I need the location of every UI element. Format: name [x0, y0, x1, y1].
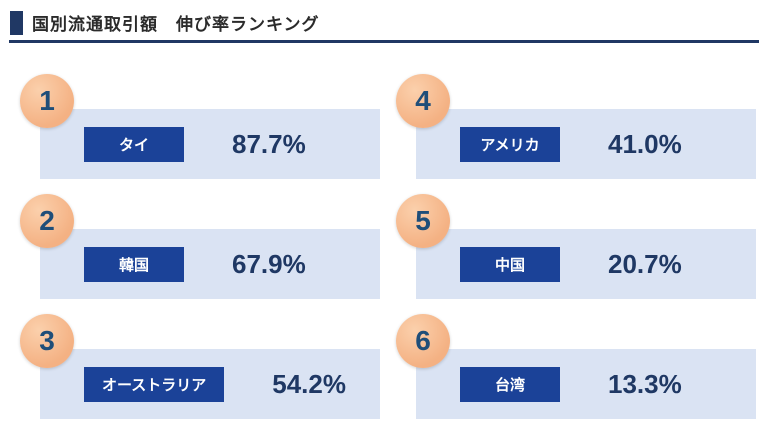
rank-badge: 3 — [20, 314, 74, 368]
rank-badge: 2 — [20, 194, 74, 248]
title-accent-bar — [10, 10, 23, 35]
title-bar: 国別流通取引額 伸び率ランキング — [0, 0, 768, 35]
growth-rate-value: 20.7% — [608, 248, 682, 279]
growth-rate-value: 54.2% — [272, 368, 346, 399]
ranking-card: 6 台湾 13.3% — [396, 314, 756, 419]
ranking-card: 3 オーストラリア 54.2% — [20, 314, 380, 419]
country-label: 台湾 — [460, 366, 560, 402]
ranking-card: 5 中国 20.7% — [396, 194, 756, 299]
page-title: 国別流通取引額 伸び率ランキング — [32, 15, 320, 34]
ranking-grid: 1 タイ 87.7% 4 アメリカ 41.0% 2 韓国 67.9% 5 中国 … — [20, 74, 756, 419]
country-label: 韓国 — [84, 246, 184, 282]
growth-rate-value: 87.7% — [232, 128, 306, 159]
title-divider — [9, 40, 759, 43]
rank-badge: 4 — [396, 74, 450, 128]
rank-badge: 5 — [396, 194, 450, 248]
growth-rate-value: 13.3% — [608, 368, 682, 399]
country-label: オーストラリア — [84, 366, 225, 402]
rank-badge: 6 — [396, 314, 450, 368]
country-label: アメリカ — [460, 126, 560, 162]
growth-rate-value: 41.0% — [608, 128, 682, 159]
rank-badge: 1 — [20, 74, 74, 128]
country-label: タイ — [84, 126, 184, 162]
country-label: 中国 — [460, 246, 560, 282]
growth-rate-value: 67.9% — [232, 248, 306, 279]
ranking-card: 2 韓国 67.9% — [20, 194, 380, 299]
ranking-card: 4 アメリカ 41.0% — [396, 74, 756, 179]
ranking-card: 1 タイ 87.7% — [20, 74, 380, 179]
